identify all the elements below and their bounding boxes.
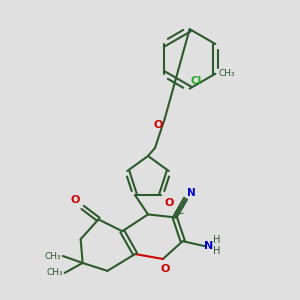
Text: O: O xyxy=(154,120,163,130)
Text: N: N xyxy=(205,241,214,251)
Text: CH₃: CH₃ xyxy=(218,69,235,78)
Text: H: H xyxy=(213,235,221,245)
Text: O: O xyxy=(70,196,80,206)
Text: O: O xyxy=(165,198,174,208)
Text: N: N xyxy=(187,188,195,197)
Text: C: C xyxy=(176,206,184,216)
Text: O: O xyxy=(160,264,170,274)
Text: CH₃: CH₃ xyxy=(44,251,61,260)
Text: H: H xyxy=(213,246,221,256)
Text: CH₃: CH₃ xyxy=(46,268,63,278)
Text: Cl: Cl xyxy=(190,76,202,85)
